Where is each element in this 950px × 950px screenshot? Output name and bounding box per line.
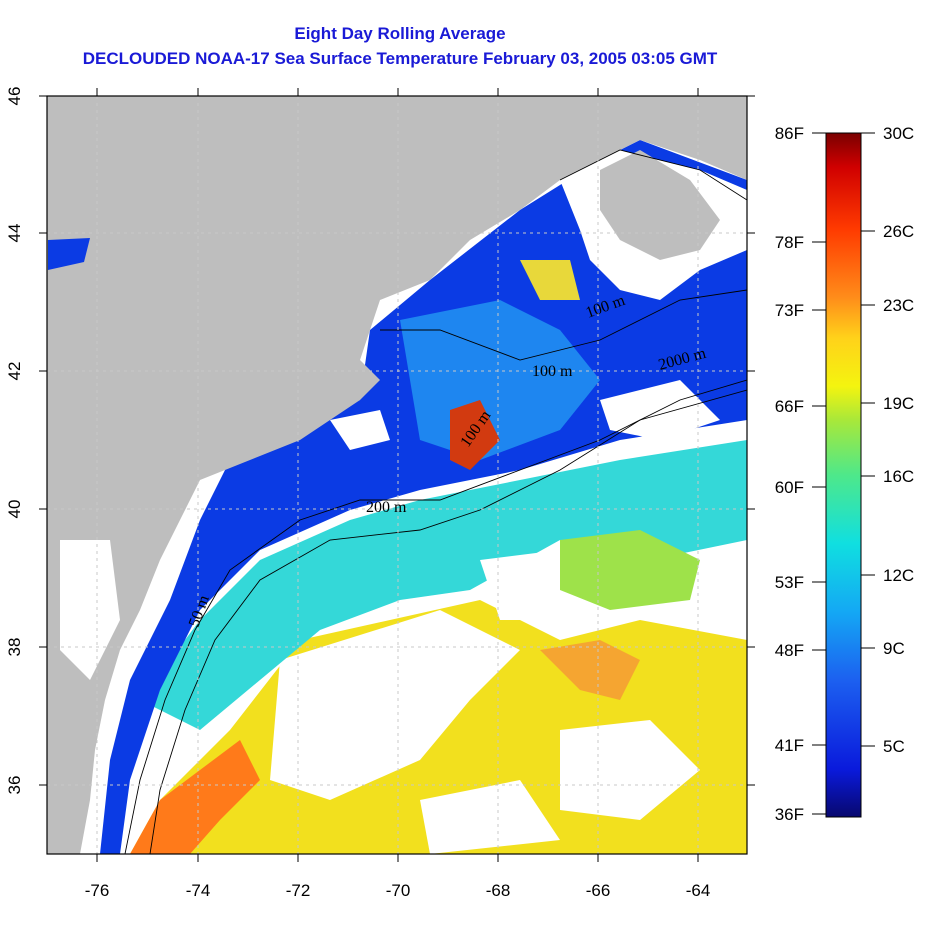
x-tick-label: -68: [486, 881, 511, 900]
celsius-labels: 30C 26C 23C 19C 16C 12C 9C 5C: [883, 124, 914, 756]
gridlines: [47, 96, 747, 854]
x-tick-label: -72: [286, 881, 311, 900]
fahrenheit-label: 41F: [775, 736, 804, 755]
y-axis-labels: 36 38 40 42 44 46: [5, 87, 24, 795]
fahrenheit-label: 78F: [775, 233, 804, 252]
chesapeake-bay: [60, 540, 120, 680]
warm-core-ring: [560, 530, 700, 610]
celsius-ticks: [861, 132, 875, 747]
cloud-gap: [560, 720, 700, 820]
cloud-gap: [480, 550, 560, 620]
celsius-label: 9C: [883, 639, 905, 658]
map-panel[interactable]: 50 m 200 m 100 m 100 m 100 m 2000 m: [47, 96, 747, 854]
contour-label-200m: 200 m: [366, 499, 407, 516]
celsius-label: 16C: [883, 467, 914, 486]
x-axis-ticks: [96, 88, 699, 862]
celsius-label: 12C: [883, 566, 914, 585]
celsius-label: 26C: [883, 222, 914, 241]
fahrenheit-label: 36F: [775, 805, 804, 824]
warm-patch: [520, 260, 580, 300]
y-tick-label: 38: [5, 638, 24, 657]
temperature-legend: 86F 78F 73F 66F 60F 53F 48F 41F 36F 30C …: [775, 124, 914, 824]
y-tick-label: 42: [5, 362, 24, 381]
x-tick-label: -66: [586, 881, 611, 900]
bathymetry-contours: [124, 149, 747, 854]
warm-eddy: [540, 640, 640, 700]
lake: [48, 238, 90, 270]
y-tick-label: 40: [5, 500, 24, 519]
color-scale-bar: [825, 132, 862, 818]
fahrenheit-label: 53F: [775, 573, 804, 592]
cool-water-region: [140, 440, 747, 730]
x-tick-label: -70: [386, 881, 411, 900]
cold-water-region: [100, 140, 747, 854]
x-axis-labels: -76 -74 -72 -70 -68 -66 -64: [85, 881, 711, 900]
y-tick-label: 36: [5, 776, 24, 795]
fahrenheit-labels: 86F 78F 73F 66F 60F 53F 48F 41F 36F: [775, 124, 804, 824]
fahrenheit-label: 60F: [775, 478, 804, 497]
cloud-gap: [420, 780, 560, 854]
warm-filament: [450, 400, 500, 470]
y-tick-label: 46: [5, 87, 24, 106]
x-tick-label: -76: [85, 881, 110, 900]
y-axis-ticks: [39, 95, 755, 786]
x-tick-label: -64: [686, 881, 711, 900]
celsius-label: 5C: [883, 737, 905, 756]
y-tick-label: 44: [5, 224, 24, 243]
map-title: Eight Day Rolling Average: [294, 24, 506, 43]
fahrenheit-label: 86F: [775, 124, 804, 143]
fahrenheit-label: 66F: [775, 397, 804, 416]
fahrenheit-label: 73F: [775, 301, 804, 320]
cloud-gap: [270, 610, 520, 800]
celsius-label: 30C: [883, 124, 914, 143]
fahrenheit-label: 48F: [775, 641, 804, 660]
x-tick-label: -74: [186, 881, 211, 900]
map-subtitle: DECLOUDED NOAA-17 Sea Surface Temperatur…: [82, 49, 718, 68]
celsius-label: 19C: [883, 394, 914, 413]
map-frame: [46, 95, 748, 855]
land-mass: [47, 96, 747, 854]
long-island-sound: [330, 410, 390, 450]
celsius-label: 23C: [883, 296, 914, 315]
fahrenheit-ticks: [812, 132, 826, 815]
contour-label-100m-b: 100 m: [532, 363, 573, 380]
gulf-stream-core: [130, 740, 260, 854]
